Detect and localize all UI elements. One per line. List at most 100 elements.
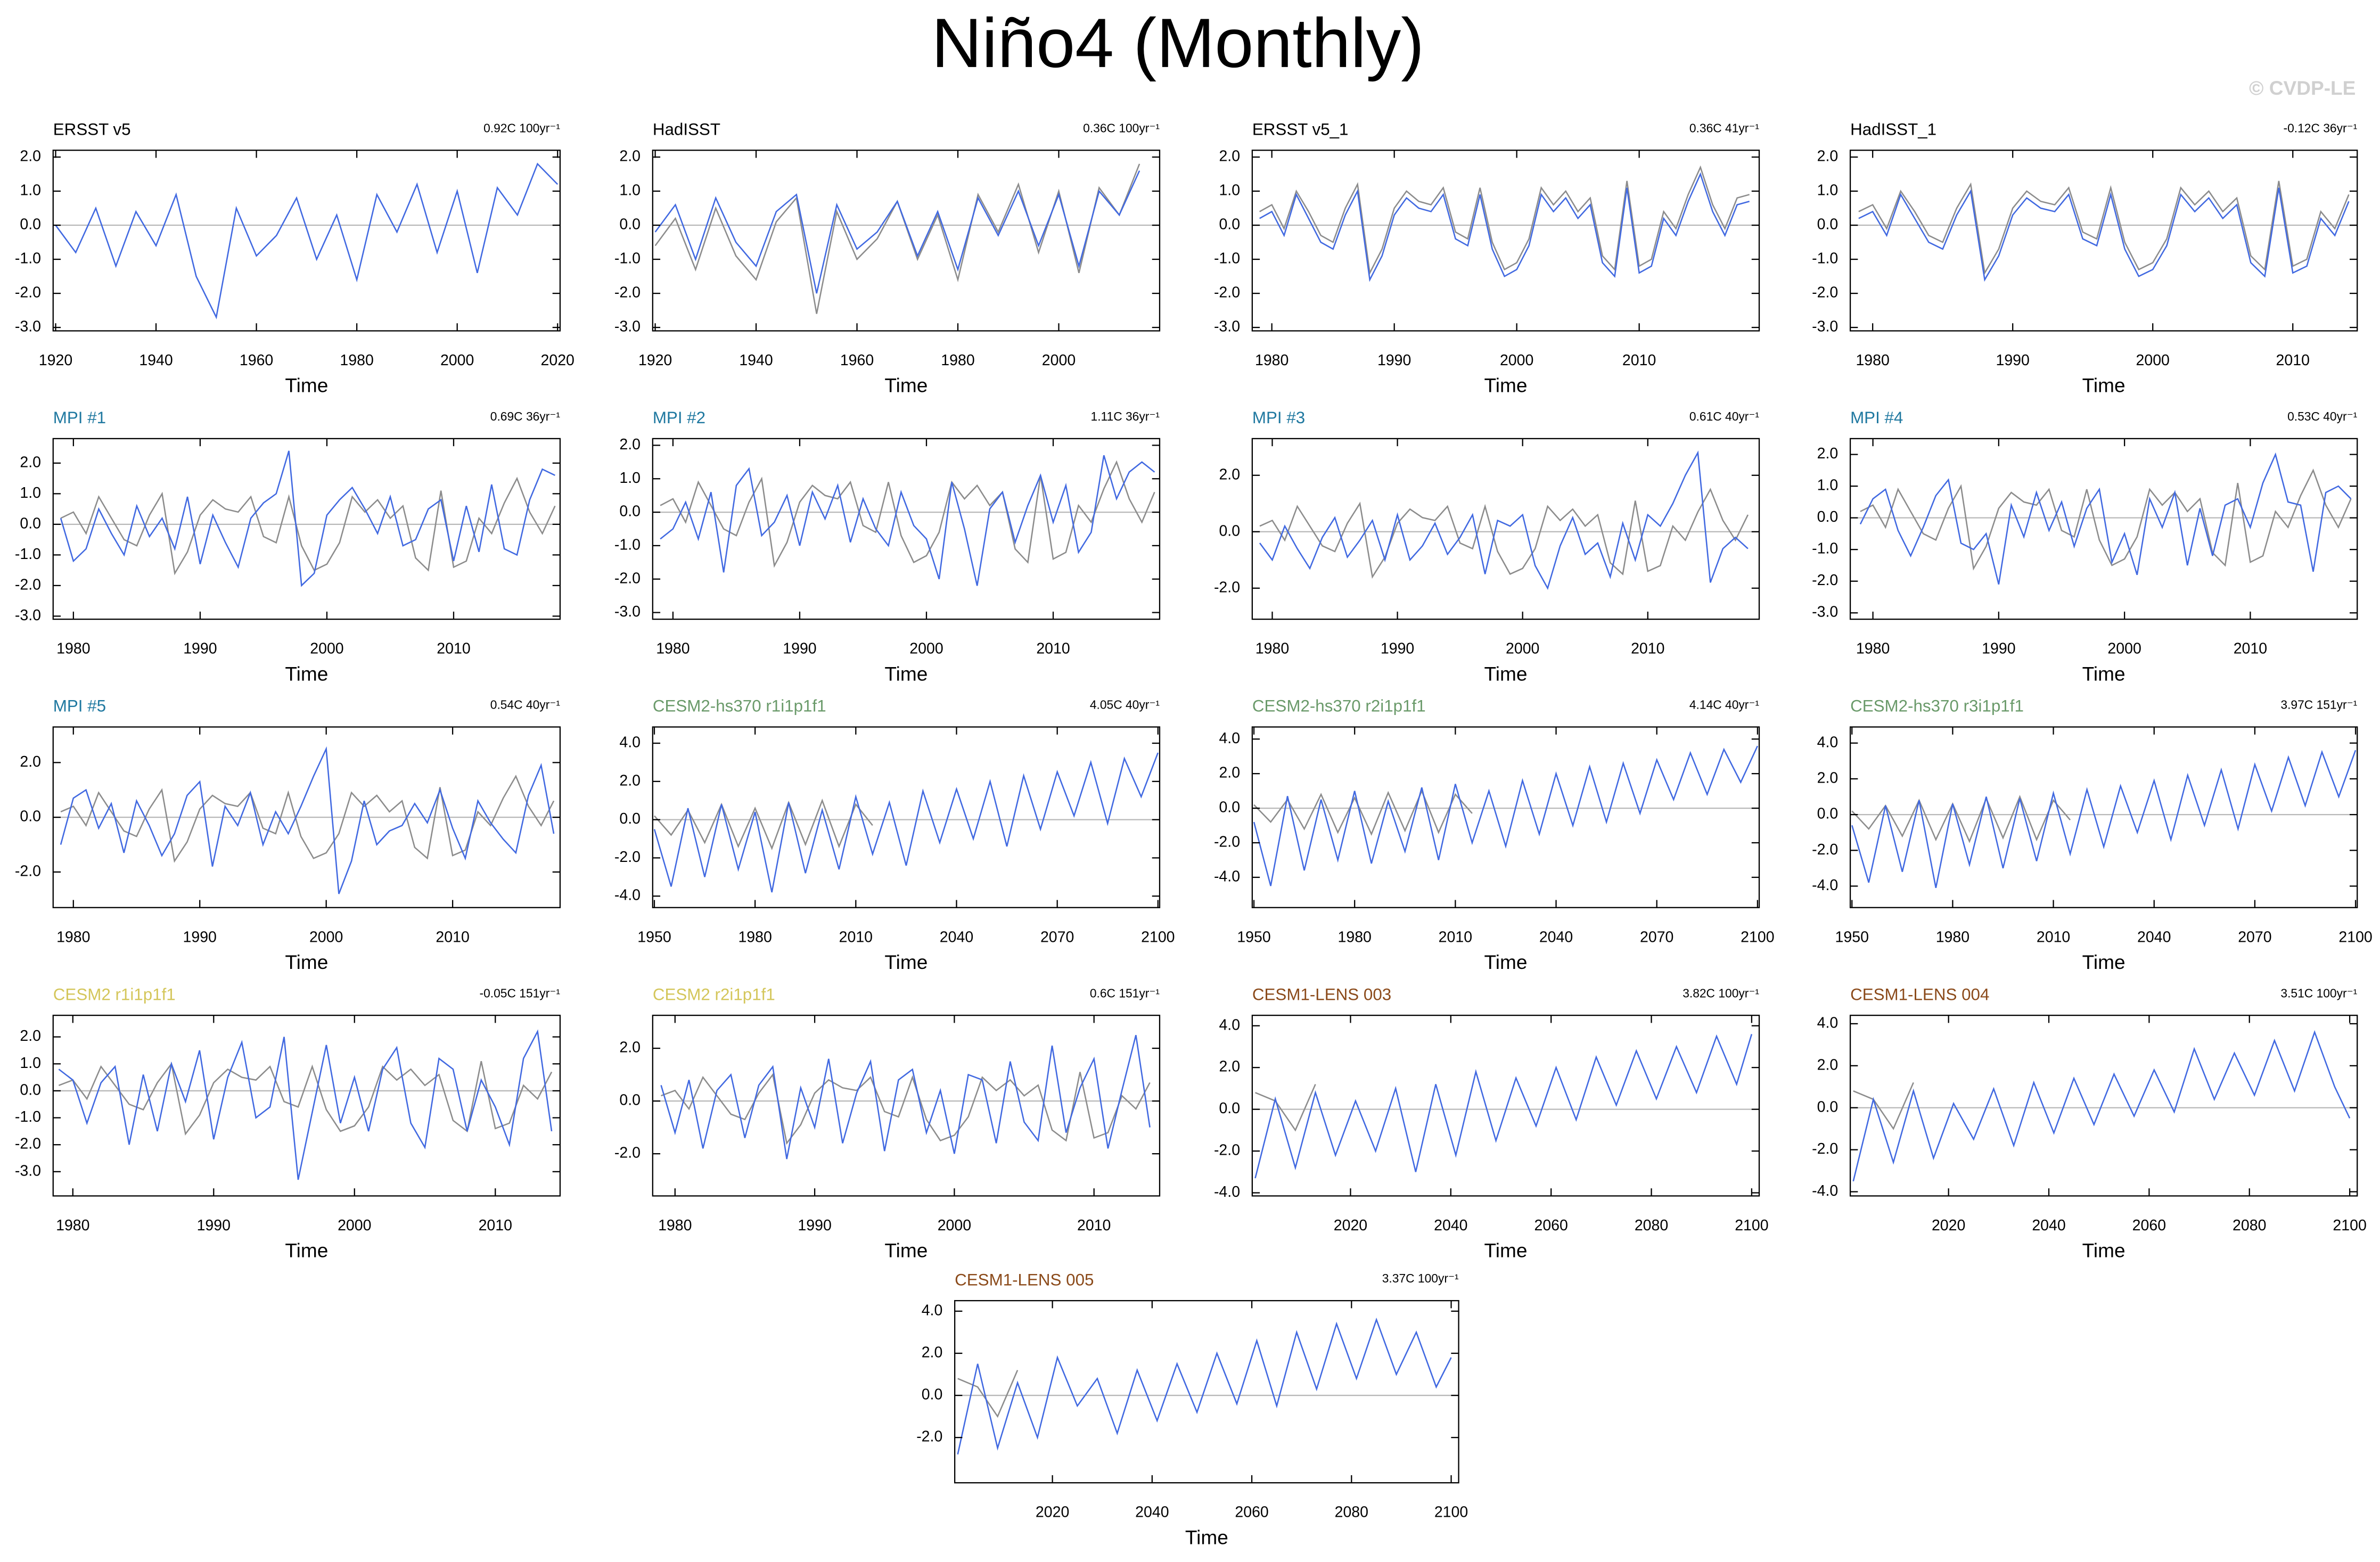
- y-tick-label: -2.0: [1812, 1140, 1838, 1157]
- plot-frame: [1849, 150, 2358, 332]
- y-tick-label: 0.0: [20, 1081, 41, 1098]
- x-tick-label: 2060: [1534, 1217, 1567, 1234]
- x-tick-label: 2000: [1506, 640, 1539, 657]
- y-tick-label: -2.0: [15, 284, 41, 301]
- panel-title: MPI #4: [1850, 408, 1903, 427]
- x-axis-title: Time: [1484, 1239, 1527, 1262]
- trend-label: 4.05C 40yr⁻¹: [1090, 698, 1160, 712]
- series-line: [654, 170, 1140, 294]
- series-line: [1858, 187, 2350, 282]
- plot-frame: [652, 1015, 1161, 1197]
- panel: 1980 1990 2000 2010 -3.0 -2.0 -1.0 0.0 1.0 2.0 MPI…: [1812, 408, 2358, 685]
- x-tick-label: 1980: [1856, 640, 1890, 657]
- y-tick-label: 0.0: [1817, 508, 1839, 525]
- x-tick-label: 1990: [798, 1217, 831, 1234]
- x-axis-title: Time: [285, 374, 328, 397]
- panel-title: HadISST: [653, 120, 720, 138]
- y-tick-label: 2.0: [619, 772, 641, 789]
- x-tick-label: 2000: [2136, 352, 2170, 369]
- series-line: [1253, 745, 1759, 886]
- panel: 1980 1990 2000 2010 -2.0 0.0 2.0 MPI #3 0.61C 40…: [1214, 408, 1760, 685]
- x-tick-label: 2000: [1042, 352, 1076, 369]
- y-tick-label: -3.0: [614, 318, 641, 335]
- series-line: [661, 1072, 1151, 1145]
- y-tick-label: -1.0: [15, 250, 41, 267]
- panel-title: MPI #5: [53, 697, 106, 716]
- y-tick-label: 4.0: [1219, 1016, 1240, 1033]
- y-tick-label: -4.0: [1812, 877, 1838, 894]
- trend-label: 4.14C 40yr⁻¹: [1689, 698, 1760, 712]
- x-tick-label: 2010: [1439, 928, 1472, 946]
- x-tick-label: 1980: [1936, 928, 1969, 946]
- y-tick-label: -1.0: [614, 250, 641, 267]
- x-tick-label: 2010: [1631, 640, 1664, 657]
- y-tick-label: -4.0: [1214, 1183, 1240, 1201]
- x-tick-label: 2100: [1741, 928, 1774, 946]
- panel: 1920 1940 1960 1980 2000 2020 -3.0 -2.0 -1.0 0.0 1…: [15, 120, 575, 396]
- x-tick-label: 2010: [479, 1217, 512, 1234]
- x-tick-label: 1990: [1381, 640, 1414, 657]
- x-tick-label: 2080: [2233, 1217, 2266, 1234]
- y-tick-label: 0.0: [922, 1386, 943, 1403]
- x-tick-label: 2000: [309, 928, 343, 946]
- y-tick-label: 1.0: [619, 182, 641, 199]
- y-tick-label: 0.0: [1219, 1100, 1240, 1117]
- x-tick-label: 2040: [2032, 1217, 2065, 1234]
- x-axis-title: Time: [2082, 1239, 2125, 1262]
- y-tick-label: 0.0: [20, 216, 41, 233]
- y-tick-label: -2.0: [15, 862, 41, 879]
- x-tick-label: 2080: [1335, 1504, 1368, 1521]
- x-tick-label: 2040: [1434, 1217, 1467, 1234]
- y-tick-label: 1.0: [20, 484, 41, 502]
- x-tick-label: 2080: [1635, 1217, 1668, 1234]
- trend-label: 0.69C 36yr⁻¹: [490, 409, 561, 423]
- y-tick-label: 4.0: [619, 734, 641, 751]
- x-axis-title: Time: [1484, 951, 1527, 973]
- x-tick-label: 2000: [938, 1217, 971, 1234]
- x-tick-label: 1940: [139, 352, 173, 369]
- y-tick-label: -1.0: [15, 1108, 41, 1125]
- credit: © CVDP-LE: [2249, 77, 2356, 99]
- plot-frame: [52, 150, 561, 332]
- y-tick-label: -4.0: [1812, 1182, 1838, 1199]
- plot-frame: [652, 726, 1161, 908]
- x-axis-title: Time: [285, 662, 328, 685]
- y-tick-label: -3.0: [15, 607, 41, 624]
- y-tick-label: 2.0: [1219, 764, 1240, 782]
- y-tick-label: 1.0: [1817, 477, 1839, 494]
- series-line: [60, 476, 556, 576]
- y-tick-label: 2.0: [1219, 1058, 1240, 1075]
- panel: 1950 1980 2010 2040 2070 2100 -4.0 -2.0 0.0 2.0 4.…: [1214, 697, 1775, 973]
- y-tick-label: 2.0: [20, 454, 41, 471]
- y-tick-label: 1.0: [20, 182, 41, 199]
- plot-frame: [1251, 726, 1760, 908]
- x-tick-label: 1980: [1856, 352, 1889, 369]
- panel-title: MPI #3: [1252, 408, 1305, 427]
- panel: 1980 1990 2000 2010 -3.0 -2.0 -1.0 0.0 1.0 2.0 MPI…: [15, 408, 561, 685]
- series-line: [1853, 1082, 1914, 1130]
- y-tick-label: -3.0: [15, 318, 41, 335]
- x-tick-label: 2100: [2338, 928, 2372, 946]
- x-axis-title: Time: [884, 374, 928, 397]
- panel: 1980 1990 2000 2010 -2.0 0.0 2.0 MPI #5 0.54C 40…: [15, 697, 561, 973]
- x-tick-label: 2010: [2234, 640, 2267, 657]
- y-tick-label: -2.0: [1812, 841, 1838, 858]
- y-tick-label: 0.0: [20, 808, 41, 825]
- panel-title: CESM2-hs370 r2i1p1f1: [1252, 697, 1426, 716]
- x-tick-label: 1960: [840, 352, 874, 369]
- series-line: [1851, 795, 2071, 843]
- x-tick-label: 2040: [1135, 1504, 1169, 1521]
- x-tick-label: 2060: [2132, 1217, 2166, 1234]
- x-tick-label: 1990: [1982, 640, 2015, 657]
- plot-frame: [1251, 438, 1760, 620]
- panel-title: CESM2-hs370 r3i1p1f1: [1850, 697, 2024, 716]
- x-tick-label: 2100: [2333, 1217, 2366, 1234]
- x-tick-label: 1980: [941, 352, 974, 369]
- panel-title: CESM2-hs370 r1i1p1f1: [653, 697, 826, 716]
- x-tick-label: 2040: [2137, 928, 2171, 946]
- trend-label: 0.6C 151yr⁻¹: [1090, 986, 1160, 1000]
- page-title: Niño4 (Monthly): [931, 4, 1424, 82]
- y-tick-label: -2.0: [916, 1428, 942, 1445]
- panel: 1980 1990 2000 2010 -3.0 -2.0 -1.0 0.0 1.0 2.0 Had…: [1812, 120, 2358, 397]
